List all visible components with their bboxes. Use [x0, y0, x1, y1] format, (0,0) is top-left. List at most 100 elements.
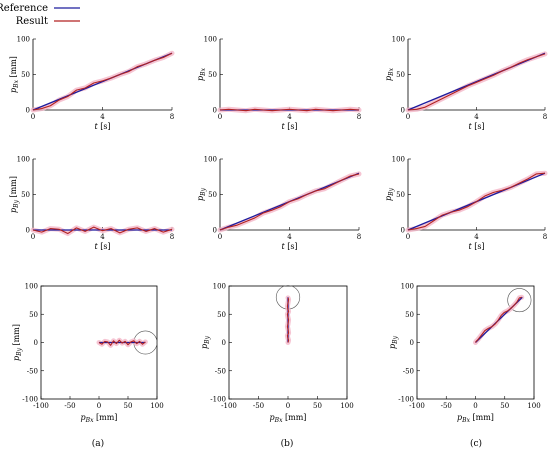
- y-tick-label: 100: [204, 36, 217, 44]
- result-line: [32, 52, 173, 111]
- x-tick-label: 100: [340, 402, 353, 410]
- y-axis-label: pBy [mm]: [9, 176, 20, 213]
- result-line: [407, 172, 546, 231]
- panel-label-c: (c): [470, 438, 482, 449]
- x-tick-label: 4: [100, 113, 105, 121]
- panel-label-b: (b): [281, 438, 294, 449]
- x-tick-label: 0: [218, 233, 222, 241]
- y-tick-label: 100: [17, 156, 30, 164]
- panel-label-a: (a): [92, 438, 104, 449]
- y-axis-label: pBx: [196, 67, 207, 81]
- x-tick-label: 0: [406, 233, 410, 241]
- y-tick-label: 0: [410, 339, 414, 347]
- x-tick-label: 0: [218, 113, 222, 121]
- reference-line: [407, 52, 546, 111]
- result-line: [407, 53, 546, 111]
- chart-b-xy: -100 -50 0 50 100 -100 -50 0 50 100 pBx [mm] pBy: [200, 283, 354, 425]
- x-axis-label: pBx [mm]: [81, 413, 118, 424]
- x-axis-label: t [s]: [94, 242, 110, 251]
- y-tick-label: 100: [213, 283, 226, 291]
- y-tick-label: 100: [392, 156, 405, 164]
- x-axis-label: t [s]: [281, 122, 297, 131]
- legend: Reference Result: [0, 3, 80, 27]
- y-tick-label: -50: [215, 367, 226, 375]
- x-tick-label: 0: [31, 113, 35, 121]
- x-tick-label: 8: [357, 113, 361, 121]
- x-tick-label: 4: [474, 233, 479, 241]
- legend-label-reference: Reference: [0, 3, 48, 14]
- y-tick-label: -50: [27, 367, 38, 375]
- y-axis-label: pBy: [196, 187, 207, 201]
- x-tick-label: -50: [253, 402, 264, 410]
- y-tick-label: 50: [396, 71, 405, 79]
- x-tick-label: 50: [500, 402, 509, 410]
- axes-frame: [407, 159, 545, 231]
- y-tick-label: 100: [204, 156, 217, 164]
- y-tick-label: 0: [26, 227, 30, 235]
- chart-b-x: 0 4 8 0 50 100 t [s] pBx: [196, 36, 362, 131]
- x-tick-label: 0: [473, 402, 477, 410]
- y-axis-label: pBx: [384, 67, 395, 81]
- chart-a-xy: -100 -50 0 50 100 -100 -50 0 50 100 pBx [mm] pBy [m…: [12, 283, 164, 425]
- y-tick-label: -100: [398, 396, 414, 404]
- axes-frame: [219, 39, 359, 111]
- y-tick-label: 0: [401, 107, 405, 115]
- y-tick-label: -100: [210, 396, 226, 404]
- result-line: [219, 108, 360, 112]
- result-line: [475, 296, 522, 343]
- x-tick-label: 8: [357, 233, 361, 241]
- y-axis-label: pBy: [384, 187, 395, 201]
- chart-a-y: 0 4 8 0 50 100 t [s] pBy [mm]: [9, 156, 175, 251]
- y-tick-label: 50: [21, 191, 30, 199]
- x-tick-label: 8: [543, 113, 547, 121]
- x-tick-label: -50: [64, 402, 75, 410]
- x-tick-label: 0: [406, 113, 410, 121]
- y-tick-label: 50: [405, 311, 414, 319]
- result-line: [219, 173, 360, 231]
- x-tick-label: 0: [97, 402, 101, 410]
- legend-label-result: Result: [16, 16, 48, 27]
- axes-frame: [219, 159, 359, 231]
- x-tick-label: 8: [170, 113, 174, 121]
- y-tick-label: 0: [34, 339, 38, 347]
- panel-labels: (a) (b) (c): [92, 438, 482, 449]
- chart-a-x: 0 4 8 0 50 100 t [s] pBx [mm]: [9, 36, 175, 131]
- target-circle: [507, 288, 532, 313]
- y-tick-label: 0: [213, 227, 217, 235]
- y-axis-label: pBx [mm]: [9, 56, 20, 93]
- x-axis-label: pBx [mm]: [270, 413, 307, 424]
- y-tick-label: 100: [25, 283, 38, 291]
- axes-frame: [407, 39, 545, 111]
- y-tick-label: 50: [217, 311, 226, 319]
- y-axis-label: pBy: [388, 335, 399, 349]
- x-tick-label: 4: [100, 233, 105, 241]
- y-tick-label: 100: [392, 36, 405, 44]
- x-axis-label: t [s]: [468, 242, 484, 251]
- plots: 0 4 8 0 50 100 t [s] pBx [mm] 0 4 8 0 50 100 t [s] pBx 0…: [9, 36, 548, 425]
- x-tick-label: -100: [33, 402, 49, 410]
- x-tick-label: 50: [313, 402, 322, 410]
- x-tick-label: 4: [287, 233, 292, 241]
- x-tick-label: -100: [409, 402, 425, 410]
- y-tick-label: 100: [401, 283, 414, 291]
- axes-frame: [32, 39, 172, 111]
- x-tick-label: -100: [221, 402, 237, 410]
- x-tick-label: 100: [527, 402, 540, 410]
- y-tick-label: 50: [208, 191, 217, 199]
- y-tick-label: -100: [22, 396, 38, 404]
- chart-c-x: 0 4 8 0 50 100 t [s] pBx: [384, 36, 548, 131]
- axes-frame: [32, 159, 172, 231]
- x-axis-label: t [s]: [94, 122, 110, 131]
- x-tick-label: -50: [441, 402, 452, 410]
- x-tick-label: 0: [286, 402, 290, 410]
- x-tick-label: 8: [170, 233, 174, 241]
- x-tick-label: 50: [124, 402, 133, 410]
- chart-c-y: 0 4 8 0 50 100 t [s] pBy: [384, 156, 548, 251]
- result-line: [286, 297, 290, 343]
- y-tick-label: 0: [213, 107, 217, 115]
- y-tick-label: 0: [401, 227, 405, 235]
- y-tick-label: 50: [21, 71, 30, 79]
- x-tick-label: 8: [543, 233, 547, 241]
- y-tick-label: 50: [208, 71, 217, 79]
